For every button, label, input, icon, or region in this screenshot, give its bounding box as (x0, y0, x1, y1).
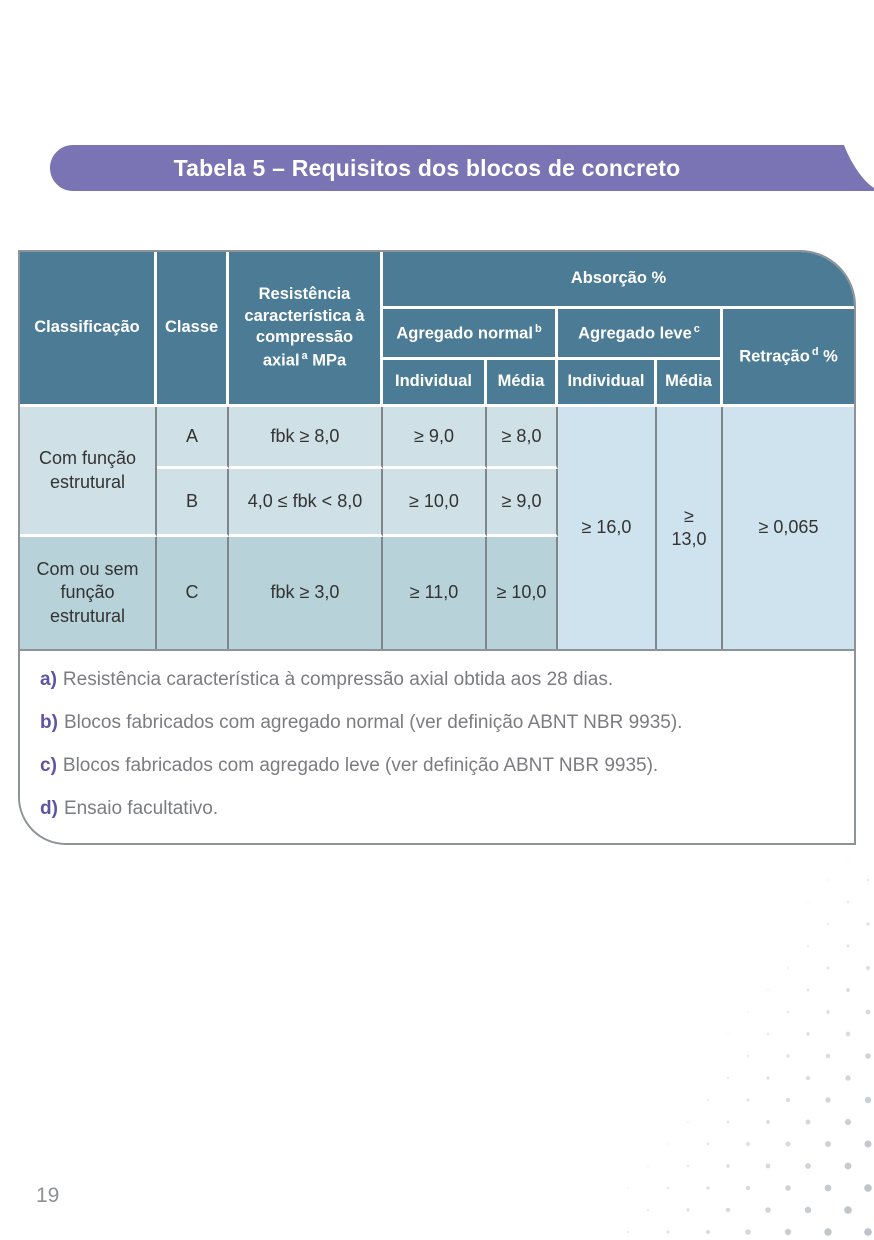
cell-absorcao-media-normal-a: ≥ 8,0 (487, 407, 558, 469)
col-header-media-normal: Média (487, 360, 558, 407)
requirements-table: Classificação Classe Resistência caracte… (20, 252, 854, 649)
cell-classe-c: C (157, 537, 229, 649)
footnote-ref-b: b (534, 322, 542, 335)
col-header-media-leve: Média (657, 360, 723, 407)
footnote-a-text: Resistência característica à compressão … (62, 669, 614, 690)
page-number: 19 (36, 1184, 60, 1207)
table-row-class-c: Com ou sem função estrutural C fbk ≥ 3,0… (20, 537, 854, 649)
table-title-banner: Tabela 5 – Requisitos dos blocos de conc… (50, 145, 874, 191)
footnote-a: a) Resistência característica à compressã… (40, 667, 854, 693)
cell-classe-a: A (157, 407, 229, 469)
footnote-b-label: b) (40, 712, 58, 733)
header-row-3: Individual Média Individual Média (20, 360, 854, 407)
cell-classificacao-com-ou-sem: Com ou sem função estrutural (20, 537, 157, 649)
cell-absorcao-individual-leve: ≥ 16,0 (558, 407, 657, 649)
cell-absorcao-media-leve: ≥ 13,0 (657, 407, 723, 649)
banner-ribbon-shape (50, 145, 874, 191)
footnote-b: b) Blocos fabricados com agregado normal … (40, 710, 854, 736)
footnote-b-text: Blocos fabricados com agregado normal (v… (63, 712, 683, 733)
cell-absorcao-media-normal-c: ≥ 10,0 (487, 537, 558, 649)
cell-classificacao-estrutural: Com função estrutural (20, 407, 157, 537)
footnote-c-label: c) (40, 755, 57, 776)
footnote-ref-c: c (693, 322, 700, 335)
resistencia-label: Resistência característica à compressão … (244, 285, 365, 370)
col-header-agregado-normal: Agregado normal b (383, 309, 558, 360)
col-header-individual-normal: Individual (383, 360, 487, 407)
footnote-d-label: d) (40, 798, 58, 819)
cell-fbk-b: 4,0 ≤ fbk < 8,0 (229, 469, 383, 537)
footnote-a-label: a) (40, 669, 57, 690)
footnotes: a) Resistência característica à compressã… (20, 649, 854, 843)
col-header-classificacao: Classificação (20, 252, 157, 407)
agregado-leve-label: Agregado leve (578, 324, 692, 343)
cell-absorcao-individual-normal-a: ≥ 9,0 (383, 407, 487, 469)
retracao-unit: % (818, 347, 838, 366)
footnote-d: d) Ensaio facultativo. (40, 796, 854, 822)
cell-fbk-a: fbk ≥ 8,0 (229, 407, 383, 469)
table-row-class-b: B 4,0 ≤ fbk < 8,0 ≥ 10,0 ≥ 9,0 (20, 469, 854, 537)
retracao-label: Retração (739, 347, 810, 366)
cell-absorcao-individual-normal-b: ≥ 10,0 (383, 469, 487, 537)
col-header-retracao: Retração d % (723, 309, 854, 407)
footnote-c-text: Blocos fabricados com agregado leve (ver… (62, 755, 659, 776)
col-header-individual-leve: Individual (558, 360, 657, 407)
footnote-c: c) Blocos fabricados com agregado leve (v… (40, 753, 854, 779)
agregado-normal-label: Agregado normal (396, 324, 533, 343)
col-header-absorcao: Absorção % (383, 252, 854, 309)
dot-pattern (626, 858, 872, 1236)
resistencia-unit: MPa (307, 351, 347, 370)
cell-fbk-c: fbk ≥ 3,0 (229, 537, 383, 649)
col-header-resistencia: Resistência característica à compressão … (229, 252, 383, 407)
table-frame: Classificação Classe Resistência caracte… (18, 250, 856, 845)
footnote-d-text: Ensaio facultativo. (63, 798, 219, 819)
col-header-agregado-leve: Agregado leve c (558, 309, 723, 360)
table-title: Tabela 5 – Requisitos dos blocos de conc… (173, 155, 681, 181)
cell-absorcao-media-normal-b: ≥ 9,0 (487, 469, 558, 537)
cell-absorcao-individual-normal-c: ≥ 11,0 (383, 537, 487, 649)
header-row-1: Classificação Classe Resistência caracte… (20, 252, 854, 407)
footnote-ref-a: a (301, 349, 308, 362)
col-header-classe: Classe (157, 252, 229, 407)
cell-retracao: ≥ 0,065 (723, 407, 854, 649)
cell-classe-b: B (157, 469, 229, 537)
table-row-class-a: Com função estrutural A fbk ≥ 8,0 ≥ 9,0 … (20, 407, 854, 649)
header-row-2: Agregado normal b Agregado leve c Retração… (20, 309, 854, 407)
footnote-ref-d: d (811, 346, 819, 359)
